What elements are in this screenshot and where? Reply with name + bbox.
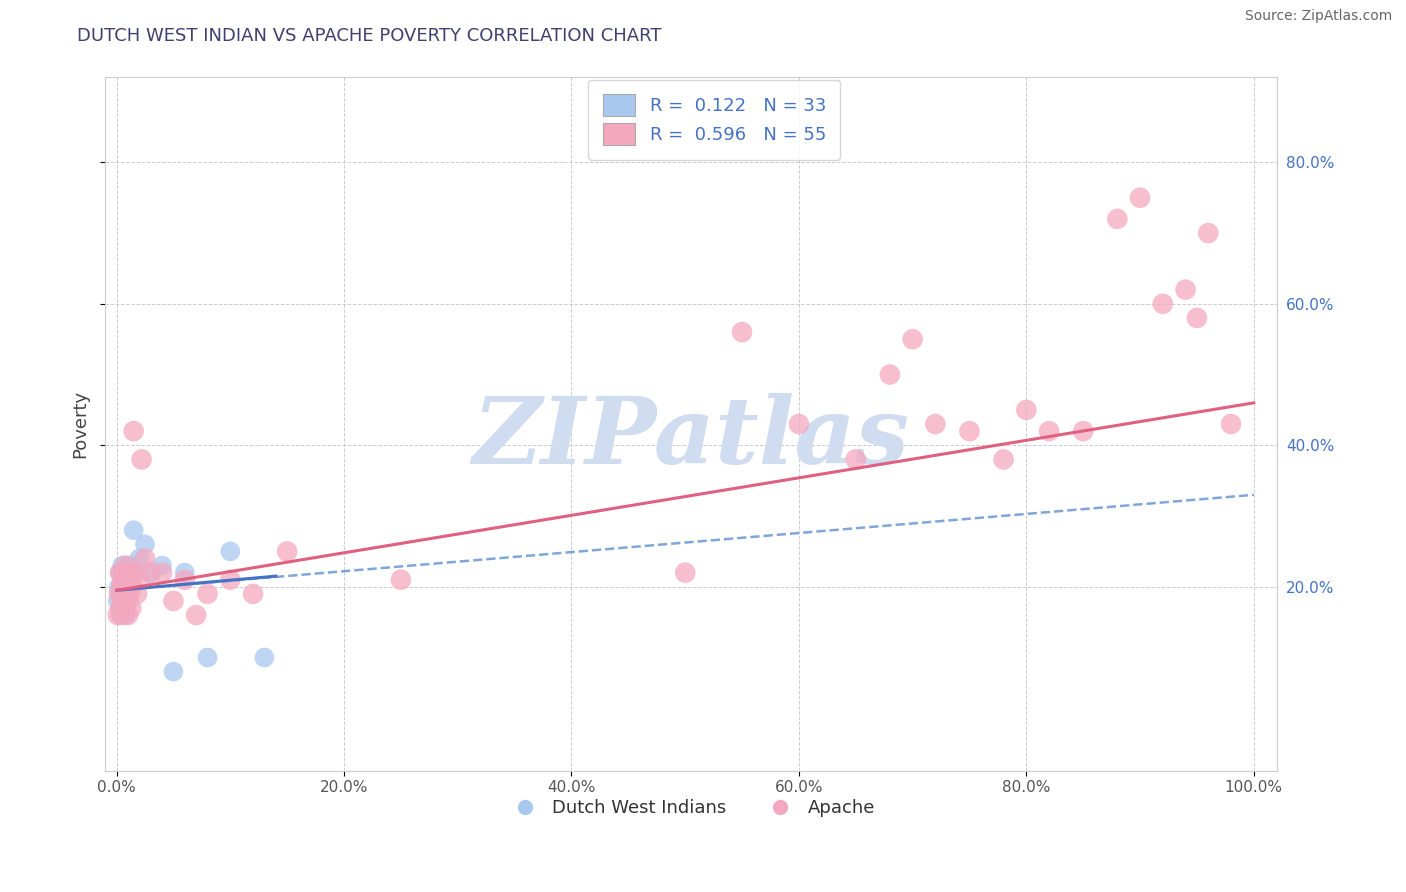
Point [1185,310,1208,325]
Point [118,587,141,601]
Point [901,332,924,346]
Point [117,608,139,623]
Point [122,424,145,438]
Point [108,566,131,580]
Point [120,601,142,615]
Text: DUTCH WEST INDIAN VS APACHE POVERTY CORRELATION CHART: DUTCH WEST INDIAN VS APACHE POVERTY CORR… [77,27,662,45]
Point [114,580,136,594]
Point [108,601,131,615]
Point [120,580,142,594]
Point [117,573,139,587]
Point [1174,283,1197,297]
Point [128,573,150,587]
Point [114,601,136,615]
Point [111,594,134,608]
Point [1220,417,1243,431]
Point [673,566,696,580]
Point [112,580,135,594]
Point [186,608,208,623]
Point [115,566,138,580]
Point [1107,211,1129,226]
Point [114,573,136,587]
Point [111,573,134,587]
Point [219,544,242,558]
Point [111,573,134,587]
Point [112,601,135,615]
Point [121,566,143,580]
Point [107,594,129,608]
Point [124,566,146,580]
Point [108,587,131,601]
Point [1129,191,1152,205]
Point [1015,403,1038,417]
Point [128,551,150,566]
Point [389,573,412,587]
Point [117,573,139,587]
Point [1197,226,1219,240]
Point [253,650,276,665]
Point [111,558,134,573]
Point [112,566,135,580]
Point [219,573,242,587]
Text: ZIPatlas: ZIPatlas [472,393,910,483]
Point [120,566,142,580]
Point [242,587,264,601]
Point [114,608,136,623]
Point [122,523,145,537]
Point [114,566,136,580]
Point [879,368,901,382]
Point [125,587,148,601]
Text: Source: ZipAtlas.com: Source: ZipAtlas.com [1244,9,1392,23]
Legend: Dutch West Indians, Apache: Dutch West Indians, Apache [499,791,882,824]
Point [134,537,156,551]
Point [107,608,129,623]
Point [173,566,195,580]
Point [993,452,1015,467]
Point [115,580,138,594]
Point [1071,424,1094,438]
Point [117,587,139,601]
Point [108,566,131,580]
Y-axis label: Poverty: Poverty [72,390,89,458]
Point [139,566,162,580]
Point [114,558,136,573]
Point [150,566,173,580]
Point [110,608,132,623]
Point [924,417,946,431]
Point [787,417,810,431]
Point [131,452,153,467]
Point [115,594,138,608]
Point [112,587,135,601]
Point [110,608,132,623]
Point [120,558,142,573]
Point [108,580,131,594]
Point [162,594,184,608]
Point [108,601,131,615]
Point [118,594,141,608]
Point [111,594,134,608]
Point [139,566,162,580]
Point [162,665,184,679]
Point [197,587,219,601]
Point [959,424,981,438]
Point [173,573,195,587]
Point [150,558,173,573]
Point [845,452,868,467]
Point [276,544,298,558]
Point [1038,424,1060,438]
Point [197,650,219,665]
Point [110,587,132,601]
Point [121,580,143,594]
Point [134,551,156,566]
Point [110,580,132,594]
Point [114,587,136,601]
Point [731,325,754,339]
Point [1152,297,1174,311]
